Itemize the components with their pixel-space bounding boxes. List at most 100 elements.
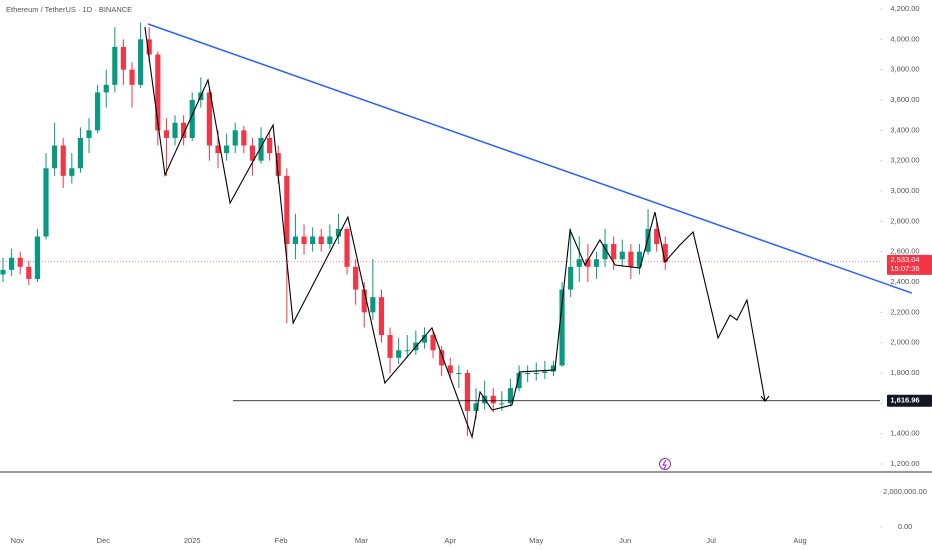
- candle-body: [138, 39, 144, 85]
- candle-body: [636, 251, 643, 267]
- candle-body: [361, 289, 367, 313]
- candle-body: [421, 335, 428, 343]
- candle-body: [284, 175, 290, 245]
- y-tick-label: 2,400.00: [890, 277, 919, 286]
- candle-body: [473, 403, 479, 411]
- candle-body: [353, 266, 359, 290]
- candle-body: [602, 244, 608, 260]
- candle-body: [370, 297, 376, 313]
- candle-body: [26, 266, 32, 279]
- last-price-label: 2,533.04: [890, 255, 919, 264]
- candle-body: [318, 236, 324, 245]
- candle-body: [490, 395, 496, 404]
- candle-body: [516, 373, 522, 389]
- candle-body: [112, 46, 118, 85]
- candle-body: [69, 168, 75, 176]
- candle-body: [593, 259, 600, 267]
- chart-title: Ethereum / TetherUS · 1D · BINANCE: [6, 5, 132, 14]
- event-icon: [659, 458, 671, 470]
- y-tick-label: 1,800.00: [890, 368, 919, 377]
- candle-body: [120, 46, 127, 70]
- candle-body: [146, 39, 152, 55]
- last-price-box: [887, 254, 932, 275]
- pane-tick-label: 0.00: [898, 522, 913, 531]
- candle-body: [344, 228, 350, 267]
- candle-body: [507, 388, 514, 404]
- candle-body: [163, 130, 170, 138]
- candle-body: [172, 122, 178, 138]
- candle-body: [439, 350, 445, 366]
- candle-body: [52, 145, 58, 169]
- y-tick-label: 2,600.00: [890, 247, 919, 256]
- x-tick-label: Jul: [706, 536, 716, 545]
- candle-body: [611, 244, 617, 260]
- candle-body: [568, 266, 574, 290]
- candle-body: [533, 373, 539, 374]
- candle-body: [387, 335, 393, 358]
- candle-body: [576, 259, 582, 267]
- candle-body: [628, 251, 634, 267]
- candle-body: [155, 54, 161, 131]
- candle-body: [249, 145, 256, 161]
- arrow-head: [760, 395, 770, 402]
- y-tick-label: 3,000.00: [890, 186, 919, 195]
- candle-body: [95, 92, 101, 131]
- candle-body: [292, 236, 299, 245]
- y-tick-label: 4,000.00: [890, 34, 919, 43]
- candle-body: [232, 130, 238, 146]
- x-tick-label: Aug: [793, 536, 806, 545]
- candle-body: [447, 365, 453, 373]
- zigzag: [144, 26, 766, 440]
- candle-body: [464, 373, 471, 411]
- candle-body: [17, 257, 23, 267]
- x-tick-label: May: [529, 536, 543, 545]
- candle-body: [60, 145, 66, 176]
- candle-body: [129, 69, 135, 85]
- candle-body: [275, 153, 281, 176]
- candle-body: [34, 236, 40, 279]
- candle-body: [559, 289, 565, 366]
- candle-body: [525, 373, 531, 374]
- y-tick-label: 1,200.00: [890, 459, 919, 468]
- trendline: [147, 23, 913, 294]
- candle-body: [619, 251, 625, 260]
- candle-body: [258, 137, 264, 161]
- candle-body: [224, 145, 230, 154]
- candle-body: [241, 130, 247, 146]
- y-tick-label: 1,400.00: [890, 429, 919, 438]
- candle-body: [189, 100, 195, 138]
- pane-tick-label: 2,000,000.00: [883, 487, 927, 496]
- candle-body: [267, 137, 273, 154]
- y-tick-label: 3,200.00: [890, 156, 919, 165]
- candle-body: [43, 168, 49, 237]
- target-label: 1,616.96: [890, 396, 919, 405]
- event-icon-bolt: [662, 459, 667, 470]
- x-tick-label: Mar: [355, 536, 368, 545]
- candle-body: [645, 228, 651, 252]
- candle-body: [301, 236, 307, 245]
- candle-body: [77, 137, 83, 169]
- candle-body: [499, 403, 505, 405]
- candle-body: [550, 365, 557, 372]
- x-tick-label: Jun: [619, 536, 631, 545]
- candle-body: [335, 228, 342, 237]
- candle-body: [456, 373, 462, 374]
- x-tick-label: Dec: [97, 536, 111, 545]
- y-tick-label: 3,600.00: [890, 95, 919, 104]
- y-tick-label: 2,800.00: [890, 216, 919, 225]
- candle-body: [396, 350, 402, 358]
- target-box: [887, 394, 932, 407]
- candle-body: [585, 259, 591, 267]
- candle-body: [9, 257, 15, 270]
- candle-body: [542, 371, 548, 373]
- x-tick-label: 2025: [184, 536, 201, 545]
- candle-body: [215, 145, 221, 154]
- countdown-label: 15:07:36: [890, 264, 919, 273]
- y-tick-label: 3,800.00: [890, 65, 919, 74]
- candle-body: [206, 92, 213, 146]
- candle-body: [0, 269, 6, 275]
- candle-body: [404, 350, 410, 352]
- x-tick-label: Nov: [11, 536, 25, 545]
- candle-body: [654, 228, 660, 245]
